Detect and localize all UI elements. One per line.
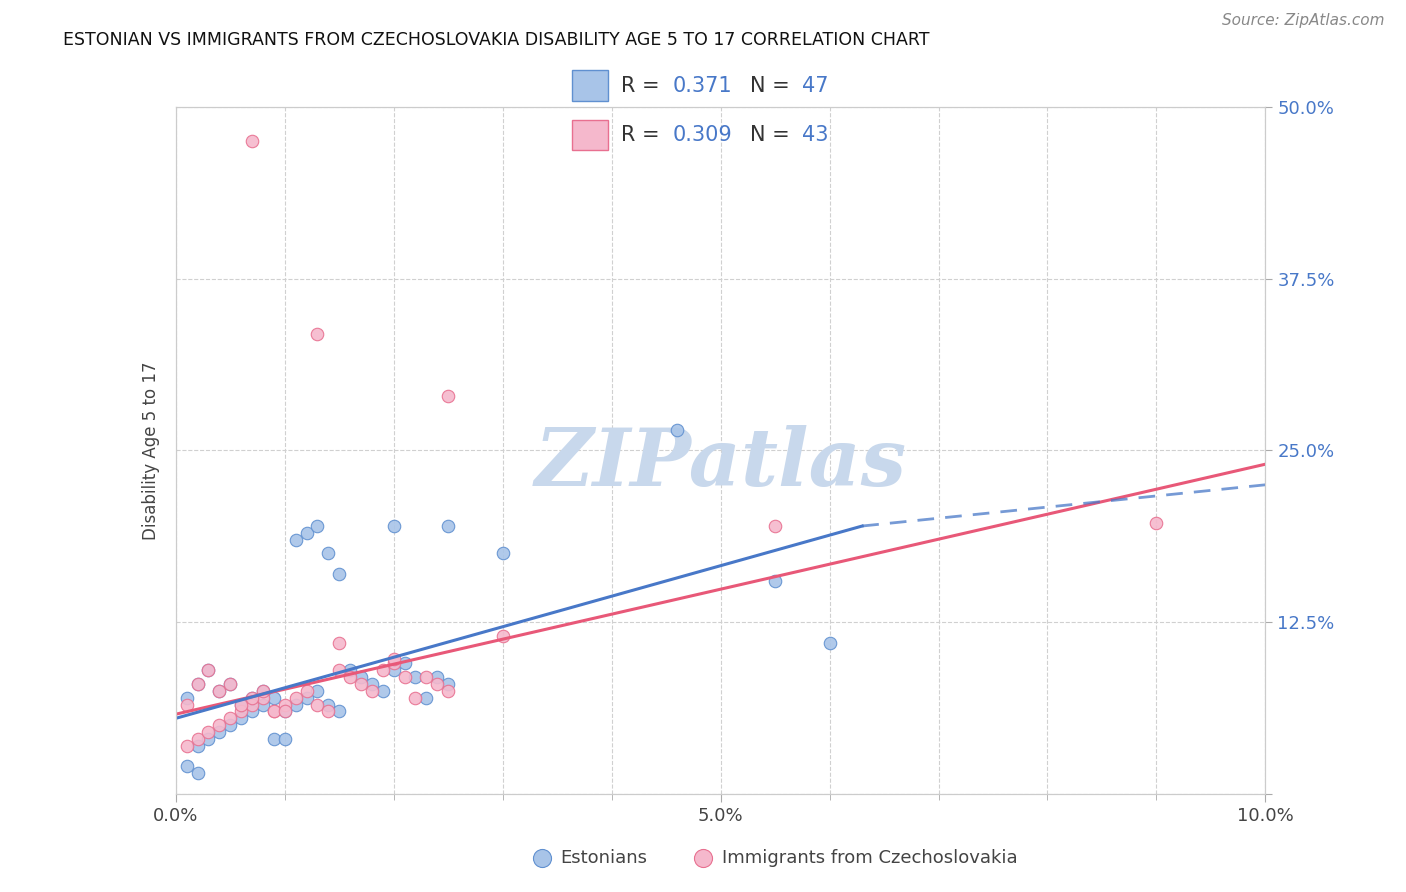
Text: N =: N = xyxy=(749,125,796,145)
Text: Source: ZipAtlas.com: Source: ZipAtlas.com xyxy=(1222,13,1385,29)
Text: ESTONIAN VS IMMIGRANTS FROM CZECHOSLOVAKIA DISABILITY AGE 5 TO 17 CORRELATION CH: ESTONIAN VS IMMIGRANTS FROM CZECHOSLOVAK… xyxy=(63,31,929,49)
Text: 47: 47 xyxy=(801,76,828,95)
Text: N =: N = xyxy=(749,76,796,95)
Text: Estonians: Estonians xyxy=(561,849,648,867)
FancyBboxPatch shape xyxy=(572,120,607,150)
FancyBboxPatch shape xyxy=(572,70,607,101)
Text: Immigrants from Czechoslovakia: Immigrants from Czechoslovakia xyxy=(721,849,1017,867)
Text: R =: R = xyxy=(620,76,666,95)
Text: 43: 43 xyxy=(801,125,828,145)
Text: R =: R = xyxy=(620,125,666,145)
Text: 0.371: 0.371 xyxy=(672,76,733,95)
Y-axis label: Disability Age 5 to 17: Disability Age 5 to 17 xyxy=(142,361,160,540)
Text: 0.309: 0.309 xyxy=(672,125,733,145)
Text: ZIPatlas: ZIPatlas xyxy=(534,425,907,503)
